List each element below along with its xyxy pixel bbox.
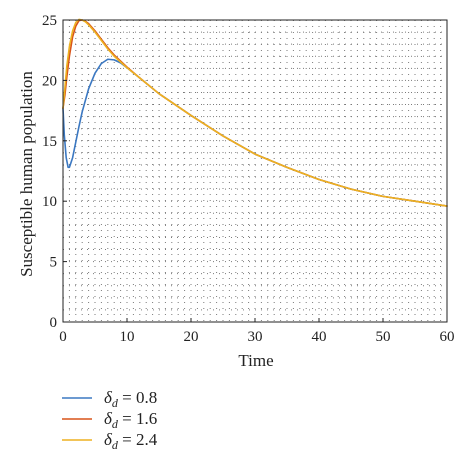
y-tick-label: 0	[50, 315, 58, 331]
axes	[62, 19, 448, 323]
x-tick-label: 40	[312, 329, 327, 345]
x-tick-label: 30	[248, 329, 263, 345]
x-tick-label: 60	[440, 329, 455, 345]
y-tick-label: 10	[42, 194, 57, 210]
y-tick-label: 20	[42, 73, 57, 89]
x-axis-title: Time	[238, 351, 273, 370]
legend-label-1: δd = 0.8	[104, 388, 157, 410]
series-lines	[62, 18, 448, 207]
tick-labels: 0 10 20 30 40 50 60 0 5 10 15 20 25	[42, 13, 455, 345]
legend-label-2: δd = 1.6	[104, 409, 157, 431]
series-line-3	[62, 18, 448, 207]
x-tick-label: 0	[59, 329, 67, 345]
y-tick-label: 5	[50, 255, 58, 271]
x-tick-label: 20	[184, 329, 199, 345]
y-axis-title: Susceptible human population	[17, 71, 36, 277]
x-tick-label: 50	[376, 329, 391, 345]
grid	[63, 20, 447, 322]
legend-label-3: δd = 2.4	[104, 430, 158, 452]
y-tick-label: 15	[42, 134, 57, 150]
x-tick-label: 10	[120, 329, 135, 345]
y-tick-label: 25	[42, 13, 57, 29]
legend: δd = 0.8δd = 1.6δd = 2.4	[62, 388, 158, 452]
